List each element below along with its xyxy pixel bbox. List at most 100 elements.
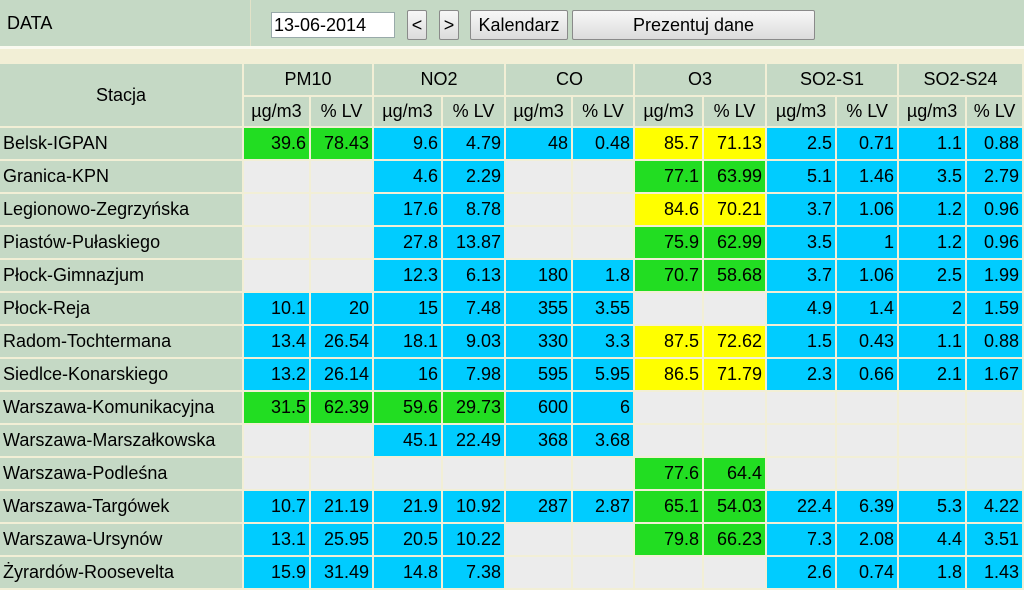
limit-percent: 13.87 (443, 227, 507, 260)
limit-percent: 72.62 (704, 326, 768, 359)
measurement-value: 3.7 (767, 194, 838, 227)
limit-percent (704, 293, 768, 326)
limit-percent: 3.55 (573, 293, 636, 326)
measurement-value: 84.6 (635, 194, 705, 227)
limit-percent: 10.22 (443, 524, 507, 557)
group-header-pm10: PM10 (244, 64, 374, 97)
measurement-value: 1.2 (899, 227, 968, 260)
measurement-value (506, 557, 574, 590)
measurement-value: 14.8 (374, 557, 443, 590)
measurement-value (899, 458, 968, 491)
measurement-value: 70.7 (635, 260, 705, 293)
measurement-value: 2.1 (899, 359, 968, 392)
table-row: Radom-Tochtermana 13.4 26.54 18.1 9.03 330 3.3… (0, 326, 1024, 359)
measurement-value: 1.2 (899, 194, 968, 227)
measurement-value: 13.2 (244, 359, 311, 392)
limit-percent (311, 260, 374, 293)
limit-percent (311, 161, 374, 194)
measurement-value (244, 227, 311, 260)
measurement-value: 65.1 (635, 491, 705, 524)
measurement-value (506, 458, 574, 491)
measurement-value: 330 (506, 326, 574, 359)
group-header-no2: NO2 (374, 64, 507, 97)
unit-header: µg/m3 (244, 97, 311, 128)
measurement-value (767, 392, 838, 425)
date-input[interactable] (271, 12, 395, 38)
measurement-value: 13.1 (244, 524, 311, 557)
measurement-value: 10.1 (244, 293, 311, 326)
measurement-value: 3.7 (767, 260, 838, 293)
limit-percent: 2.79 (967, 161, 1024, 194)
measurement-value (244, 425, 311, 458)
limit-percent: 7.38 (443, 557, 507, 590)
limit-percent: 1.59 (967, 293, 1024, 326)
limit-percent (704, 425, 768, 458)
limit-percent: 1.06 (837, 260, 900, 293)
station-name: Piastów-Pułaskiego (0, 227, 244, 260)
station-name: Radom-Tochtermana (0, 326, 244, 359)
measurement-value: 1.1 (899, 326, 968, 359)
limit-percent (573, 524, 636, 557)
limit-percent: 66.23 (704, 524, 768, 557)
station-name: Legionowo-Zegrzyńska (0, 194, 244, 227)
limit-percent (573, 194, 636, 227)
separator-line (0, 46, 1024, 49)
station-name: Warszawa-Targówek (0, 491, 244, 524)
calendar-button[interactable]: Kalendarz (470, 10, 568, 40)
measurement-value (506, 194, 574, 227)
station-name: Płock-Gimnazjum (0, 260, 244, 293)
measurement-value: 39.6 (244, 128, 311, 161)
present-data-button[interactable]: Prezentuj dane (572, 10, 815, 40)
measurement-value (767, 425, 838, 458)
measurement-value: 1.5 (767, 326, 838, 359)
measurement-value: 2.5 (767, 128, 838, 161)
limit-percent: 64.4 (704, 458, 768, 491)
table-row: Płock-Gimnazjum 12.3 6.13 180 1.8 70.7 58.68 3.… (0, 260, 1024, 293)
measurement-value: 4.9 (767, 293, 838, 326)
measurement-value: 4.6 (374, 161, 443, 194)
station-name: Warszawa-Podleśna (0, 458, 244, 491)
limit-percent: 0.74 (837, 557, 900, 590)
pct-header: % LV (311, 97, 374, 128)
unit-header: µg/m3 (899, 97, 968, 128)
measurement-value (635, 293, 705, 326)
limit-percent: 6 (573, 392, 636, 425)
measurement-value: 87.5 (635, 326, 705, 359)
limit-percent: 54.03 (704, 491, 768, 524)
limit-percent (443, 458, 507, 491)
limit-percent (573, 458, 636, 491)
limit-percent: 0.96 (967, 227, 1024, 260)
measurement-value: 21.9 (374, 491, 443, 524)
limit-percent: 71.79 (704, 359, 768, 392)
limit-percent: 62.99 (704, 227, 768, 260)
table-row: Granica-KPN 4.6 2.29 77.1 63.99 5.1 1.46 3.5 2.7… (0, 161, 1024, 194)
data-label-cell: DATA (0, 0, 251, 46)
limit-percent: 0.43 (837, 326, 900, 359)
group-header-so2-s24: SO2-S24 (899, 64, 1024, 97)
limit-percent (704, 392, 768, 425)
unit-header: µg/m3 (374, 97, 443, 128)
limit-percent: 1 (837, 227, 900, 260)
limit-percent: 4.22 (967, 491, 1024, 524)
measurement-value: 27.8 (374, 227, 443, 260)
limit-percent: 3.3 (573, 326, 636, 359)
station-name: Żyrardów-Roosevelta (0, 557, 244, 590)
limit-percent (967, 458, 1024, 491)
station-name: Granica-KPN (0, 161, 244, 194)
measurement-value: 59.6 (374, 392, 443, 425)
measurement-value: 1.8 (899, 557, 968, 590)
measurement-value (506, 227, 574, 260)
table-row: Belsk-IGPAN 39.6 78.43 9.6 4.79 48 0.48 85.7 71.… (0, 128, 1024, 161)
measurement-value: 16 (374, 359, 443, 392)
limit-percent: 26.54 (311, 326, 374, 359)
station-name: Warszawa-Marszałkowska (0, 425, 244, 458)
measurement-value: 77.1 (635, 161, 705, 194)
measurement-value: 2.5 (899, 260, 968, 293)
measurement-value: 75.9 (635, 227, 705, 260)
next-day-button[interactable]: > (439, 10, 459, 40)
measurement-value: 48 (506, 128, 574, 161)
limit-percent: 10.92 (443, 491, 507, 524)
previous-day-button[interactable]: < (407, 10, 427, 40)
limit-percent: 1.8 (573, 260, 636, 293)
limit-percent: 4.79 (443, 128, 507, 161)
